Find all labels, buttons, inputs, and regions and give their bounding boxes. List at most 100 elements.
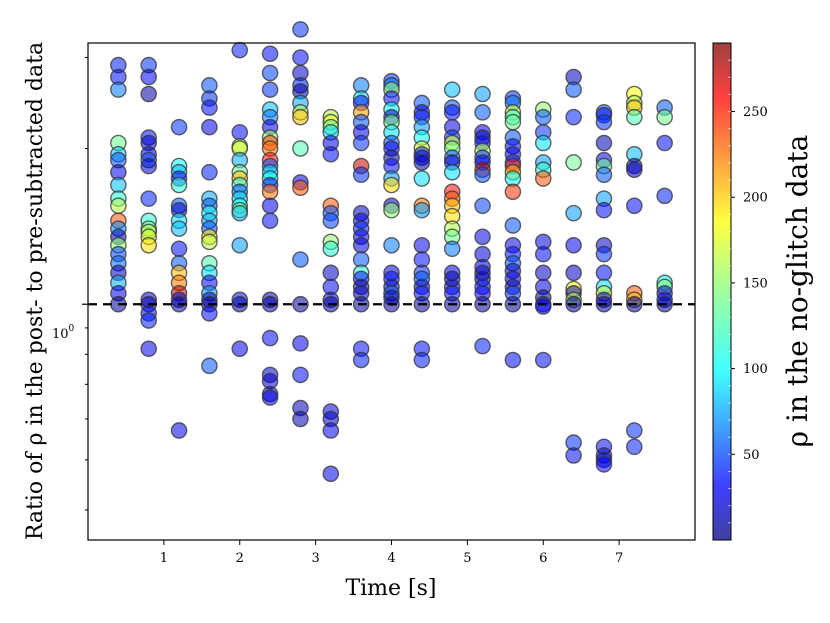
data-point (626, 438, 643, 456)
x-tick-label: 4 (387, 551, 395, 566)
data-point (565, 81, 582, 98)
data-point (261, 197, 279, 215)
data-point (170, 220, 188, 237)
data-point (140, 237, 157, 254)
data-point (595, 264, 613, 282)
data-point (292, 410, 309, 428)
data-point (565, 154, 582, 171)
colorbar-tick-label: 50 (743, 448, 760, 463)
data-point (443, 104, 461, 121)
data-point (504, 351, 522, 369)
x-tick-label: 2 (236, 551, 244, 566)
data-point (322, 240, 340, 258)
data-point (292, 140, 309, 157)
data-point (383, 201, 400, 219)
data-point (656, 108, 673, 126)
data-point (170, 240, 188, 258)
colorbar-tick-label: 250 (743, 105, 768, 120)
data-point (443, 163, 461, 181)
colorbar (712, 42, 732, 541)
data-point (626, 422, 643, 439)
data-point (261, 183, 279, 201)
data-point (322, 264, 340, 282)
data-point (474, 85, 491, 103)
data-point (534, 264, 552, 282)
data-point (261, 329, 279, 347)
data-point (201, 305, 218, 322)
colorbar-tick-label: 200 (743, 191, 768, 206)
data-point (201, 118, 218, 136)
data-point (504, 183, 522, 201)
data-point (565, 108, 582, 126)
data-point (292, 335, 309, 352)
data-point (565, 264, 582, 282)
data-point (413, 170, 431, 187)
data-point (595, 134, 613, 152)
x-axis-title: Time [s] (345, 576, 436, 601)
data-point (534, 298, 552, 315)
data-point (322, 145, 340, 163)
data-point (261, 389, 279, 406)
data-point (322, 212, 340, 230)
data-point (534, 108, 552, 126)
data-point (322, 465, 340, 483)
data-point (595, 456, 613, 473)
data-point (261, 45, 279, 63)
data-point (170, 422, 188, 439)
data-point (292, 251, 309, 268)
data-point (595, 166, 613, 184)
x-tick-label: 5 (463, 551, 471, 566)
data-point (413, 351, 431, 369)
data-point (413, 237, 431, 254)
data-point (534, 245, 552, 263)
data-point (504, 113, 522, 131)
x-tick-label: 3 (311, 551, 319, 566)
colorbar-tick-label: 100 (743, 362, 768, 377)
data-point (322, 422, 340, 439)
data-point (474, 166, 491, 184)
data-point (413, 201, 431, 219)
data-point (443, 240, 461, 258)
data-point (231, 124, 249, 141)
data-point (474, 197, 491, 215)
data-point (231, 340, 249, 358)
data-point (383, 237, 400, 254)
data-point (140, 68, 157, 86)
data-point (231, 204, 249, 222)
data-point (170, 176, 188, 194)
data-point (292, 179, 309, 197)
data-point (565, 237, 582, 254)
data-point (626, 161, 643, 179)
x-tick-label: 6 (539, 551, 547, 566)
x-tick-label: 1 (160, 551, 168, 566)
data-point (140, 190, 157, 207)
data-point (565, 204, 582, 222)
data-point (626, 197, 643, 215)
data-point (534, 170, 552, 187)
data-point (201, 99, 218, 116)
data-point (292, 21, 309, 38)
data-point (474, 104, 491, 121)
data-point (140, 85, 157, 103)
data-point (656, 134, 673, 152)
data-point (110, 81, 127, 98)
x-axis-ticks: 1 2 3 4 5 6 7 (160, 540, 623, 566)
colorbar-tick-label: 150 (743, 276, 768, 291)
data-point (140, 157, 157, 175)
data-point (292, 366, 309, 384)
data-point (292, 108, 309, 126)
scatter-points (110, 21, 673, 483)
data-point (201, 233, 218, 251)
y-axis-ticks (82, 56, 88, 511)
data-point (565, 447, 582, 464)
data-point (140, 312, 157, 329)
data-point (231, 41, 249, 59)
data-point (201, 357, 218, 375)
data-point (110, 197, 127, 215)
data-point (534, 351, 552, 369)
x-tick-label: 7 (615, 551, 623, 566)
data-point (201, 163, 218, 181)
y-tick-label-1: 100 (52, 324, 75, 342)
data-point (443, 81, 461, 98)
